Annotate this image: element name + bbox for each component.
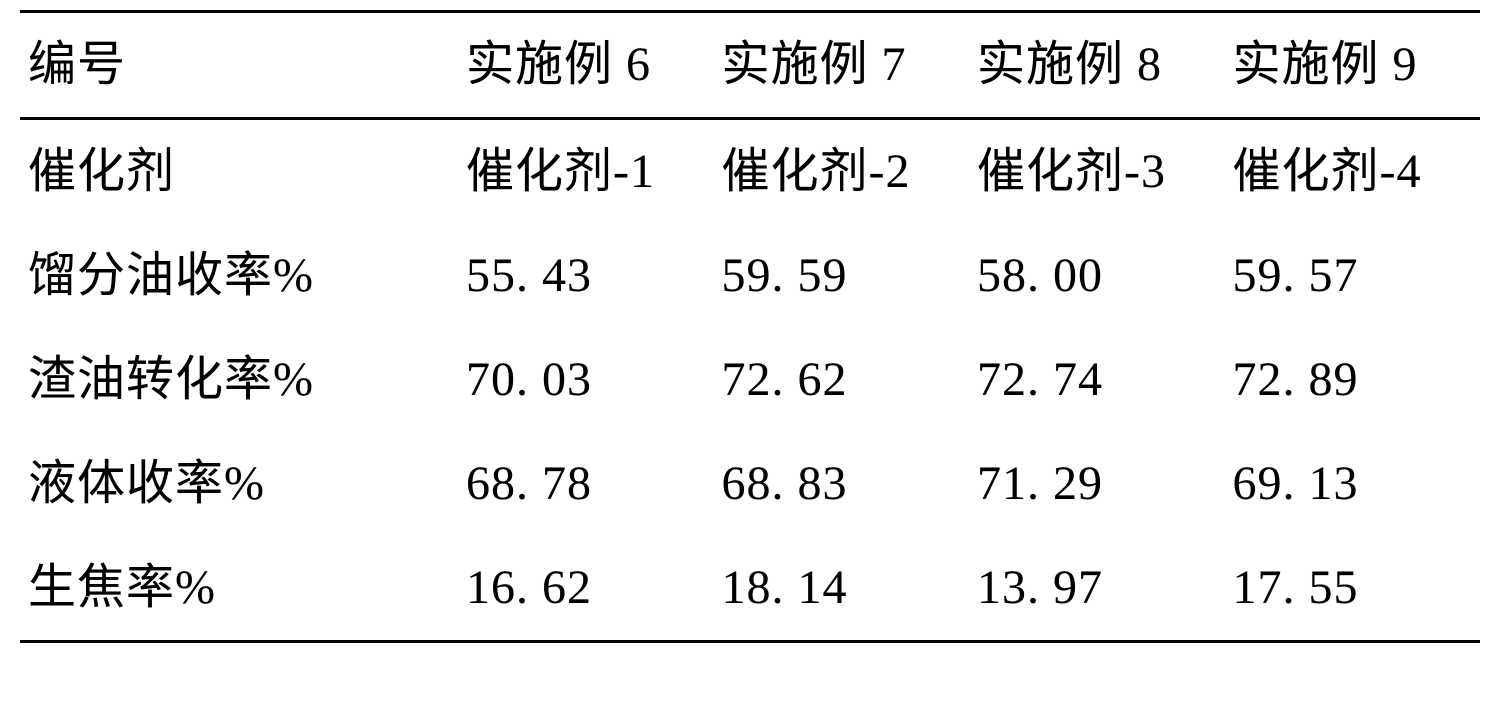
col-header-4: 实施例 9: [1225, 12, 1481, 119]
table-cell: 催化剂-2: [714, 119, 970, 225]
table-cell: 68. 83: [714, 432, 970, 536]
data-table-container: 编号 实施例 6 实施例 7 实施例 8 实施例 9 催化剂 催化剂-1 催化剂…: [0, 0, 1500, 720]
row-label: 生焦率%: [20, 536, 458, 642]
table-cell: 72. 89: [1225, 328, 1481, 432]
data-table: 编号 实施例 6 实施例 7 实施例 8 实施例 9 催化剂 催化剂-1 催化剂…: [20, 10, 1480, 643]
table-cell: 16. 62: [458, 536, 714, 642]
col-header-1: 实施例 6: [458, 12, 714, 119]
row-label: 馏分油收率%: [20, 224, 458, 328]
table-cell: 18. 14: [714, 536, 970, 642]
row-label: 液体收率%: [20, 432, 458, 536]
table-cell: 72. 74: [969, 328, 1225, 432]
table-cell: 59. 59: [714, 224, 970, 328]
col-header-3: 实施例 8: [969, 12, 1225, 119]
table-row: 催化剂 催化剂-1 催化剂-2 催化剂-3 催化剂-4: [20, 119, 1480, 225]
table-cell: 17. 55: [1225, 536, 1481, 642]
table-cell: 70. 03: [458, 328, 714, 432]
table-row: 馏分油收率% 55. 43 59. 59 58. 00 59. 57: [20, 224, 1480, 328]
row-label: 催化剂: [20, 119, 458, 225]
table-cell: 71. 29: [969, 432, 1225, 536]
col-header-2: 实施例 7: [714, 12, 970, 119]
table-cell: 催化剂-4: [1225, 119, 1481, 225]
table-cell: 催化剂-3: [969, 119, 1225, 225]
table-header-row: 编号 实施例 6 实施例 7 实施例 8 实施例 9: [20, 12, 1480, 119]
table-cell: 55. 43: [458, 224, 714, 328]
table-row: 渣油转化率% 70. 03 72. 62 72. 74 72. 89: [20, 328, 1480, 432]
table-cell: 68. 78: [458, 432, 714, 536]
table-cell: 72. 62: [714, 328, 970, 432]
table-cell: 69. 13: [1225, 432, 1481, 536]
table-cell: 59. 57: [1225, 224, 1481, 328]
table-cell: 催化剂-1: [458, 119, 714, 225]
row-label: 渣油转化率%: [20, 328, 458, 432]
table-cell: 58. 00: [969, 224, 1225, 328]
table-row: 生焦率% 16. 62 18. 14 13. 97 17. 55: [20, 536, 1480, 642]
col-header-0: 编号: [20, 12, 458, 119]
table-cell: 13. 97: [969, 536, 1225, 642]
table-row: 液体收率% 68. 78 68. 83 71. 29 69. 13: [20, 432, 1480, 536]
